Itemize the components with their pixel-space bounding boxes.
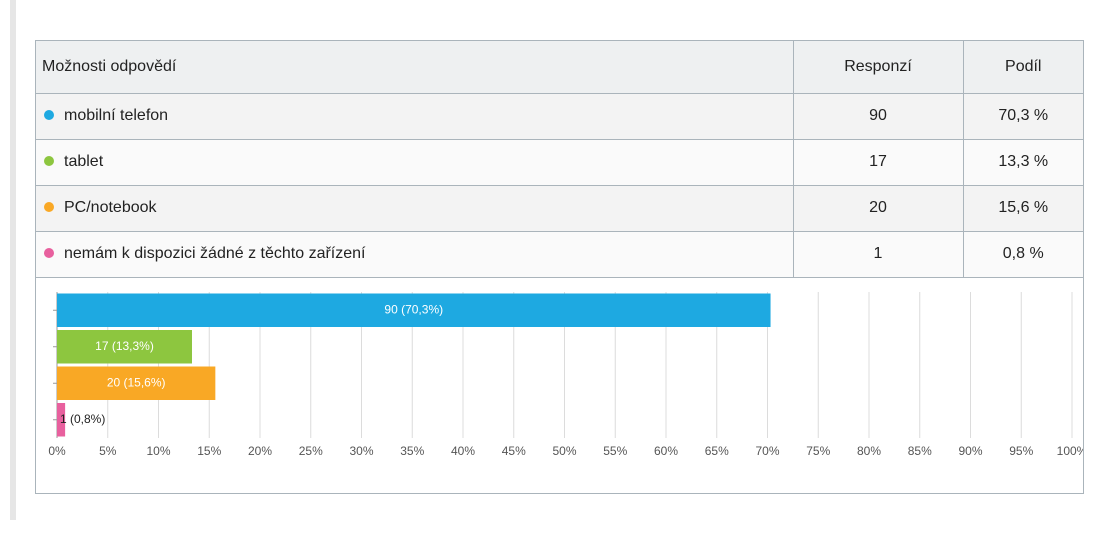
- header-row: Možnosti odpovědí Responzí Podíl: [36, 41, 1083, 94]
- answer-row: nemám k dispozici žádné z těchto zařízen…: [36, 230, 1083, 278]
- x-tick-label: 70%: [755, 444, 779, 458]
- x-tick-label: 35%: [400, 444, 424, 458]
- x-tick-label: 55%: [603, 444, 627, 458]
- answer-cell: PC/notebook: [36, 184, 794, 232]
- answer-label: nemám k dispozici žádné z těchto zařízen…: [64, 245, 366, 262]
- answer-row: PC/notebook 20 15,6 %: [36, 184, 1083, 232]
- x-tick-label: 5%: [99, 444, 117, 458]
- x-tick-label: 20%: [248, 444, 272, 458]
- x-tick-label: 0%: [48, 444, 66, 458]
- x-tick-label: 60%: [654, 444, 678, 458]
- x-tick-label: 90%: [958, 444, 982, 458]
- header-cell: Podíl: [962, 41, 1083, 94]
- x-tick-label: 75%: [806, 444, 830, 458]
- responses-cell: 1: [792, 230, 964, 278]
- answer-cell: nemám k dispozici žádné z těchto zařízen…: [36, 230, 794, 278]
- x-tick-label: 85%: [908, 444, 932, 458]
- answer-cell: tablet: [36, 138, 794, 186]
- responses-cell: 20: [792, 184, 964, 232]
- bar-label: 1 (0,8%): [60, 411, 105, 425]
- x-tick-label: 30%: [349, 444, 373, 458]
- header-cell: Responzí: [792, 41, 964, 94]
- x-tick-label: 50%: [552, 444, 576, 458]
- share-cell: 0,8 %: [962, 230, 1083, 278]
- bar-label: 20 (15,6%): [107, 375, 166, 389]
- responses-cell: 90: [792, 92, 964, 140]
- share-cell: 70,3 %: [962, 92, 1083, 140]
- answer-label: tablet: [64, 153, 104, 170]
- x-tick-label: 100%: [1057, 444, 1083, 458]
- bar: [57, 293, 771, 327]
- x-tick-label: 95%: [1009, 444, 1033, 458]
- x-tick-label: 65%: [705, 444, 729, 458]
- answer-dot: [44, 110, 54, 120]
- x-tick-label: 45%: [502, 444, 526, 458]
- header-cell: Možnosti odpovědí: [36, 41, 794, 94]
- x-tick-label: 15%: [197, 444, 221, 458]
- results-table: Možnosti odpovědí Responzí Podíl mobilní…: [36, 41, 1083, 278]
- answer-dot: [44, 248, 54, 258]
- answer-row: mobilní telefon 90 70,3 %: [36, 92, 1083, 140]
- x-tick-label: 80%: [857, 444, 881, 458]
- share-cell: 15,6 %: [962, 184, 1083, 232]
- results-panel: Možnosti odpovědí Responzí Podíl mobilní…: [35, 40, 1084, 494]
- x-tick-label: 40%: [451, 444, 475, 458]
- answer-label: mobilní telefon: [64, 107, 169, 124]
- answer-dot: [44, 202, 54, 212]
- bar-label: 90 (70,3%): [384, 302, 443, 316]
- responses-cell: 17: [792, 138, 964, 186]
- answer-dot: [44, 156, 54, 166]
- x-tick-label: 10%: [146, 444, 170, 458]
- share-cell: 13,3 %: [962, 138, 1083, 186]
- side-strip: [10, 0, 16, 520]
- answer-cell: mobilní telefon: [36, 92, 794, 140]
- answer-label: PC/notebook: [64, 199, 157, 216]
- answer-row: tablet 17 13,3 %: [36, 138, 1083, 186]
- bar: [57, 402, 66, 436]
- bar: [57, 329, 192, 363]
- bar-label: 17 (13,3%): [95, 338, 154, 352]
- bar: [57, 366, 216, 400]
- x-tick-label: 25%: [299, 444, 323, 458]
- chart: 0% 5% 10% 15% 20% 25% 30% 35% 40% 45% 50% 55% 60% 65%…: [48, 291, 1083, 458]
